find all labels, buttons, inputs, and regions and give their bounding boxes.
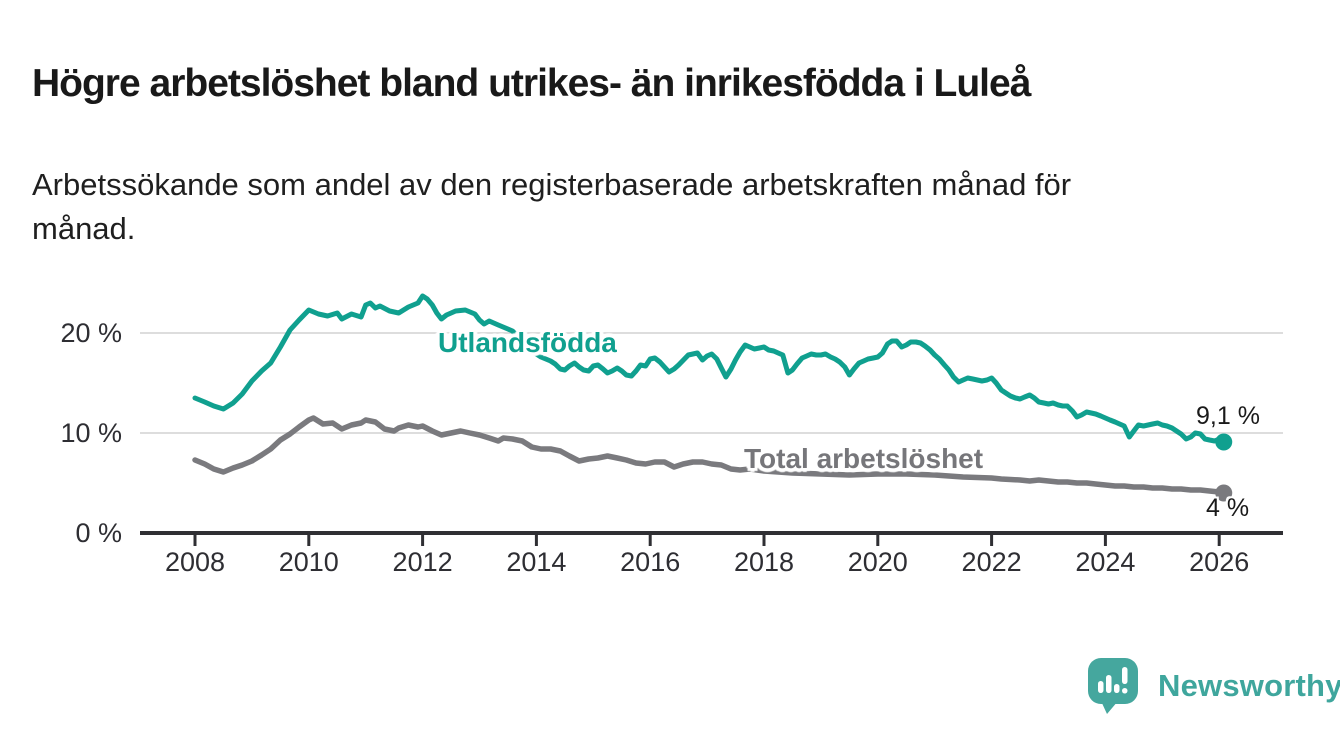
x-tick-label: 2016 [620, 547, 680, 577]
series-label-total-arbetsloshet: Total arbetslöshet [744, 443, 984, 474]
series-label-utlandsfodda: Utlandsfödda [438, 327, 617, 358]
x-tick-label: 2012 [393, 547, 453, 577]
series-line-total [192, 415, 1227, 496]
series-line-utlandsfodda [192, 293, 1227, 445]
x-tick-label: 2024 [1075, 547, 1135, 577]
newsworthy-logo: Newsworthy [1086, 656, 1340, 716]
newsworthy-logo-text: Newsworthy [1158, 668, 1340, 703]
x-tick-label: 2026 [1189, 547, 1249, 577]
end-dot-utlandsfodda [1215, 433, 1233, 451]
page-title: Högre arbetslöshet bland utrikes- än inr… [32, 62, 1031, 106]
x-tick-label: 2020 [848, 547, 908, 577]
x-tick-label: 2022 [962, 547, 1022, 577]
x-tick-label: 2018 [734, 547, 794, 577]
y-tick-label: 0 % [75, 518, 122, 548]
x-tick-label: 2010 [279, 547, 339, 577]
subtitle-line-2: månad. [32, 211, 136, 246]
y-tick-label: 20 % [60, 318, 122, 348]
chart-subtitle: Arbetssökande som andel av den registerb… [32, 163, 1272, 251]
y-tick-label: 10 % [60, 418, 122, 448]
end-dot-total [1215, 484, 1233, 502]
end-value-label-utlandsfodda: 9,1 % [1196, 402, 1260, 430]
x-tick-label: 2008 [165, 547, 225, 577]
subtitle-line-1: Arbetssökande som andel av den registerb… [32, 167, 1072, 202]
speech-bubble-bar-chart-icon [1088, 658, 1138, 714]
x-tick-label: 2014 [506, 547, 566, 577]
end-value-label-total: 4 % [1206, 494, 1250, 522]
